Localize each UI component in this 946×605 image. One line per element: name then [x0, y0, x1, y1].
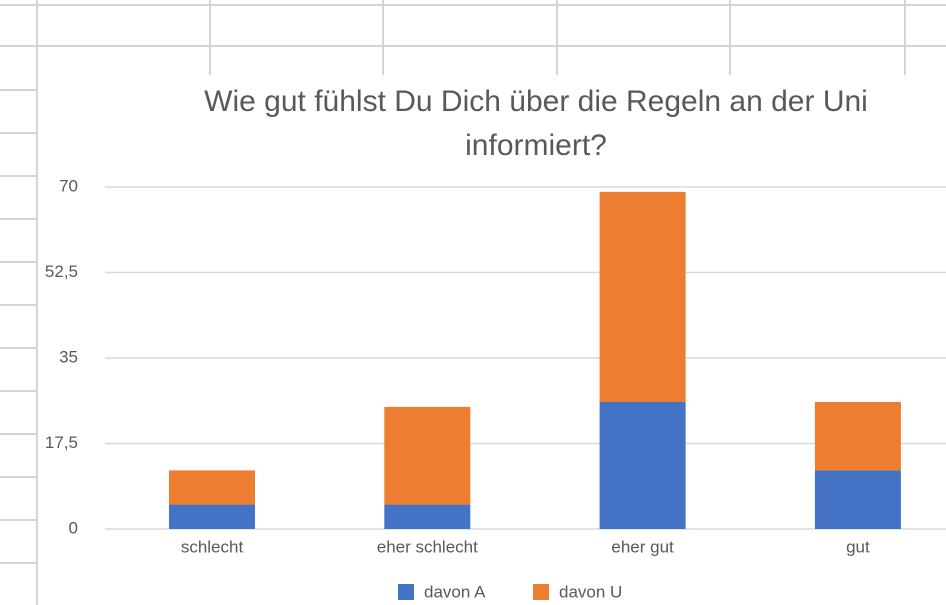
legend-label: davon A — [424, 582, 486, 601]
y-tick-label: 35 — [59, 347, 78, 366]
x-tick-label: gut — [846, 537, 870, 556]
bar-segment — [384, 406, 471, 505]
chart-title: Wie gut fühlst Du Dich über die Regeln a… — [204, 85, 868, 162]
x-tick-label: schlecht — [181, 537, 244, 556]
y-tick-label: 52,5 — [45, 262, 78, 281]
bar-segment — [384, 504, 471, 529]
legend-swatch — [398, 584, 414, 600]
x-tick-label: eher gut — [611, 537, 674, 556]
y-tick-label: 0 — [69, 518, 78, 537]
x-tick-label: eher schlecht — [377, 537, 478, 556]
y-tick-label: 70 — [59, 176, 78, 195]
bar-segment — [169, 504, 255, 529]
bar-segment — [814, 401, 901, 471]
bar-segment — [814, 470, 901, 529]
legend-label: davon U — [559, 582, 622, 601]
legend-swatch — [533, 584, 549, 600]
y-tick-label: 17,5 — [45, 433, 78, 452]
bar-segment — [169, 470, 255, 505]
bar-segment — [599, 401, 686, 529]
bar-segment — [599, 191, 686, 402]
